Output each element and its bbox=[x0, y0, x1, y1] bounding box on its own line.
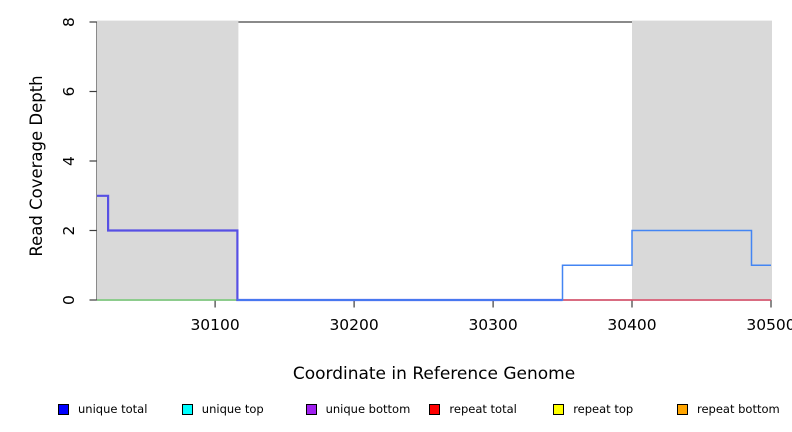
legend-item-unique-total: unique total bbox=[58, 402, 147, 416]
legend-swatch-repeat-bottom bbox=[677, 403, 688, 415]
shaded-region bbox=[97, 20, 239, 300]
x-tick-label: 30400 bbox=[607, 316, 656, 334]
x-tick-label: 30500 bbox=[746, 316, 792, 334]
legend-item-repeat-total: repeat total bbox=[429, 402, 517, 416]
y-tick-label: 2 bbox=[60, 226, 78, 236]
legend-item-unique-bottom: unique bottom bbox=[305, 402, 411, 416]
shaded-region bbox=[632, 20, 772, 300]
y-axis-title: Read Coverage Depth bbox=[27, 75, 46, 256]
coverage-plot-svg: 30100 30200 30300 30400 30500 0 2 4 6 8 Coordinat… bbox=[27, 17, 792, 384]
legend-label: unique top bbox=[201, 402, 264, 416]
legend-label: unique bottom bbox=[325, 402, 411, 416]
x-tick-label: 30100 bbox=[190, 316, 239, 334]
x-tick-label: 30200 bbox=[329, 316, 378, 334]
plot-area: 30100 30200 30300 30400 30500 0 2 4 6 8 bbox=[60, 17, 792, 334]
y-tick-label: 0 bbox=[60, 295, 78, 305]
x-axis-title: Coordinate in Reference Genome bbox=[293, 364, 575, 384]
x-tick-label: 30300 bbox=[468, 316, 517, 334]
legend-swatch-repeat-total bbox=[429, 403, 441, 415]
legend-item-unique-top: unique top bbox=[181, 402, 264, 416]
series-blue-step-line bbox=[237, 229, 771, 301]
legend-item-repeat-bottom: repeat bottom bbox=[677, 402, 780, 416]
legend-item-repeat-top: repeat top bbox=[553, 402, 633, 416]
legend-swatch-unique-bottom bbox=[305, 403, 317, 415]
y-tick-label: 4 bbox=[60, 156, 78, 166]
y-tick-label: 6 bbox=[60, 87, 78, 97]
legend-swatch-unique-total bbox=[58, 403, 69, 415]
y-tick-label: 8 bbox=[60, 17, 78, 27]
legend-swatch-unique-top bbox=[181, 403, 193, 415]
legend-label: repeat top bbox=[573, 402, 634, 416]
legend-label: unique total bbox=[78, 402, 148, 416]
legend-swatch-repeat-top bbox=[553, 403, 565, 415]
legend-label: repeat bottom bbox=[697, 402, 780, 416]
legend-label: repeat total bbox=[449, 402, 517, 416]
